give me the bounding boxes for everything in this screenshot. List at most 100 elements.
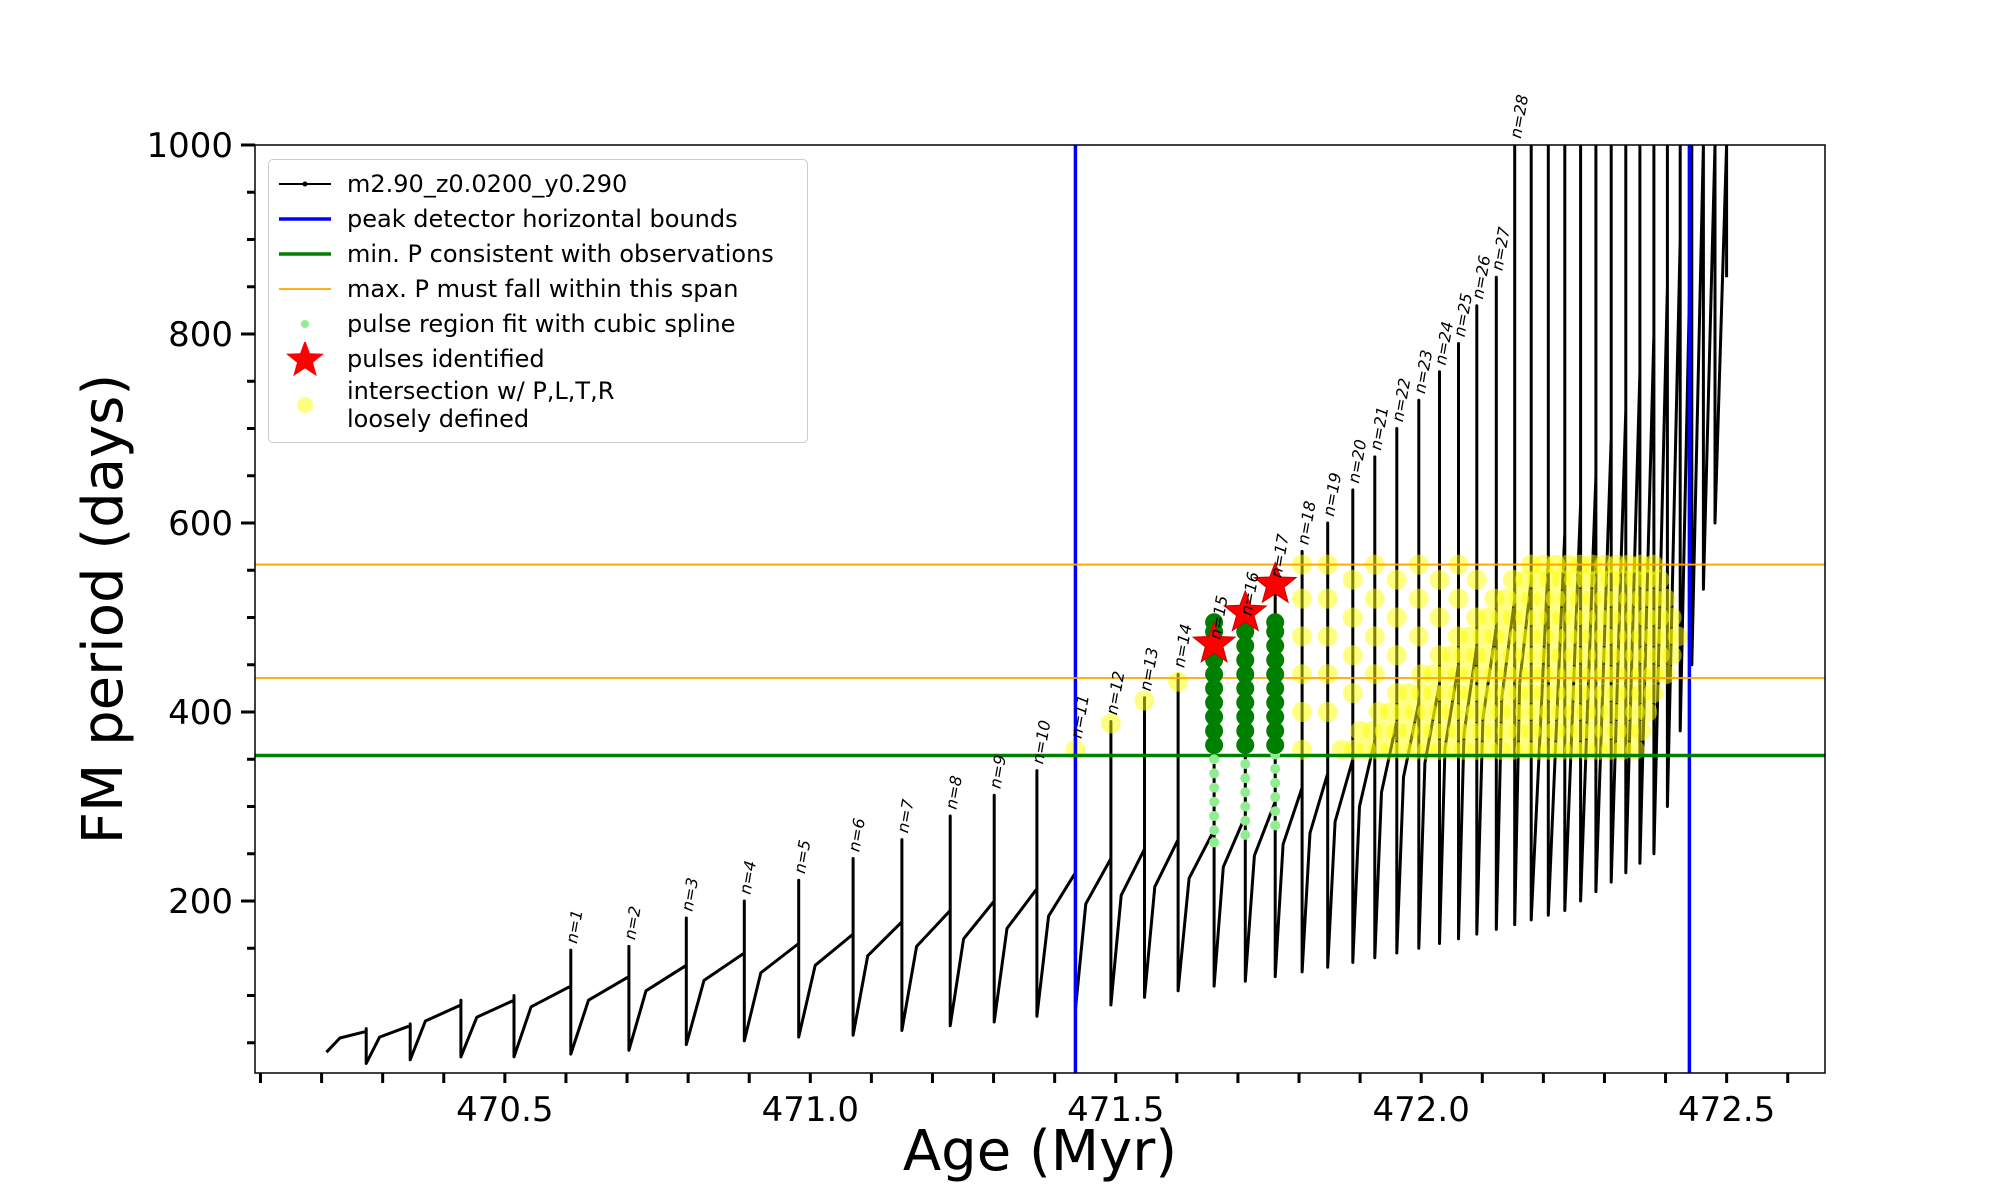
scatter-point [1209,810,1220,821]
scatter-point [1270,820,1281,831]
scatter-point [1236,636,1255,655]
scatter-point [1209,754,1220,765]
scatter-point [1168,671,1189,692]
scatter-point [1364,588,1385,609]
legend-symbol [301,320,309,328]
legend-entry: pulse region fit with cubic spline [275,307,797,341]
x-tick-label: 471.0 [762,1090,859,1130]
pulse-label: n=1 [562,908,587,945]
scatter-point [1317,588,1338,609]
pulse-label: n=14 [1169,622,1195,669]
legend-entry: peak detector horizontal bounds [275,202,797,236]
scatter-point [1342,607,1363,628]
scatter-point [1236,736,1255,755]
legend-marker [279,288,331,290]
scatter-point [1236,651,1255,670]
pulse-label: n=28 [1506,93,1532,140]
scatter-point [1270,763,1281,774]
scatter-point [1240,815,1251,826]
pulse-label: n=27 [1488,225,1514,272]
scatter-point [1236,679,1255,698]
scatter-point [1266,636,1285,655]
scatter-point [1205,679,1224,698]
scatter-point [1209,837,1220,848]
scatter-point [1292,588,1313,609]
legend-marker [279,252,331,256]
pulse-label: n=12 [1102,670,1128,717]
pulse-label: n=7 [893,797,918,834]
scatter-point [1655,664,1676,685]
scatter-point [1205,721,1224,740]
scatter-point [1317,702,1338,723]
scatter-point [1661,645,1682,666]
scatter-point [1364,664,1385,685]
pulse-label: n=13 [1136,646,1162,693]
pulse-label: n=10 [1028,719,1054,766]
pulse-label: n=22 [1388,377,1414,424]
pulse-label: n=15 [1205,594,1231,641]
pulse-label: n=18 [1293,500,1319,547]
legend-label: intersection w/ P,L,T,R loosely defined [347,377,615,433]
x-tick-label: 472.5 [1678,1090,1775,1130]
star-marker [1222,589,1268,632]
scatter-point [1408,588,1429,609]
legend-entry: pulses identified [275,342,797,376]
pulse-label: n=17 [1266,532,1292,579]
scatter-point [1266,679,1285,698]
pulse-label: n=21 [1366,405,1392,452]
scatter-point [1209,782,1220,793]
legend-label: min. P consistent with observations [347,240,774,268]
scatter-point [1643,683,1664,704]
star-marker [1191,620,1237,663]
scatter-point [1317,664,1338,685]
legend-symbol [302,181,308,187]
scatter-point [1637,702,1658,723]
pulse-label: n=11 [1067,693,1093,740]
scatter-point [1270,777,1281,788]
scatter-point [1266,721,1285,740]
legend-marker [279,217,331,221]
scatter-point [1342,645,1363,666]
scatter-point [1236,693,1255,712]
scatter-point [1649,569,1670,590]
legend-label: max. P must fall within this span [347,275,739,303]
scatter-point [1661,607,1682,628]
scatter-point [1209,768,1220,779]
scatter-point [1236,707,1255,726]
scatter-point [1205,707,1224,726]
star-marker [1252,560,1298,604]
x-axis-label: Age (Myr) [903,1119,1177,1184]
scatter-point [1364,626,1385,647]
scatter-point [1342,569,1363,590]
legend-marker [297,397,313,413]
scatter-point [1266,707,1285,726]
scatter-point [1270,806,1281,817]
legend-label: pulse region fit with cubic spline [347,310,736,338]
legend-symbol [286,342,324,376]
scatter-point [1342,683,1363,704]
pulse-label: n=8 [941,774,966,811]
scatter-point [1429,607,1450,628]
legend-label: m2.90_z0.0200_y0.290 [347,170,628,198]
pulse-label: n=19 [1319,471,1345,518]
scatter-point [1386,607,1407,628]
data-line [325,145,1729,1065]
scatter-point [1631,720,1652,741]
scatter-point [1655,588,1676,609]
y-tick-label: 1000 [146,126,233,166]
legend-label: pulses identified [347,345,545,373]
scatter-point [1408,626,1429,647]
scatter-point [1266,693,1285,712]
y-tick-label: 800 [168,315,233,355]
scatter-point [1266,665,1285,684]
pulse-label: n=2 [620,905,645,942]
scatter-point [1240,801,1251,812]
legend-entry: m2.90_z0.0200_y0.290 [275,167,797,201]
pulse-label: n=4 [736,859,761,896]
legend-marker [301,320,309,328]
scatter-point [1270,792,1281,803]
legend-entry: max. P must fall within this span [275,272,797,306]
pulse-label: n=5 [790,838,815,875]
